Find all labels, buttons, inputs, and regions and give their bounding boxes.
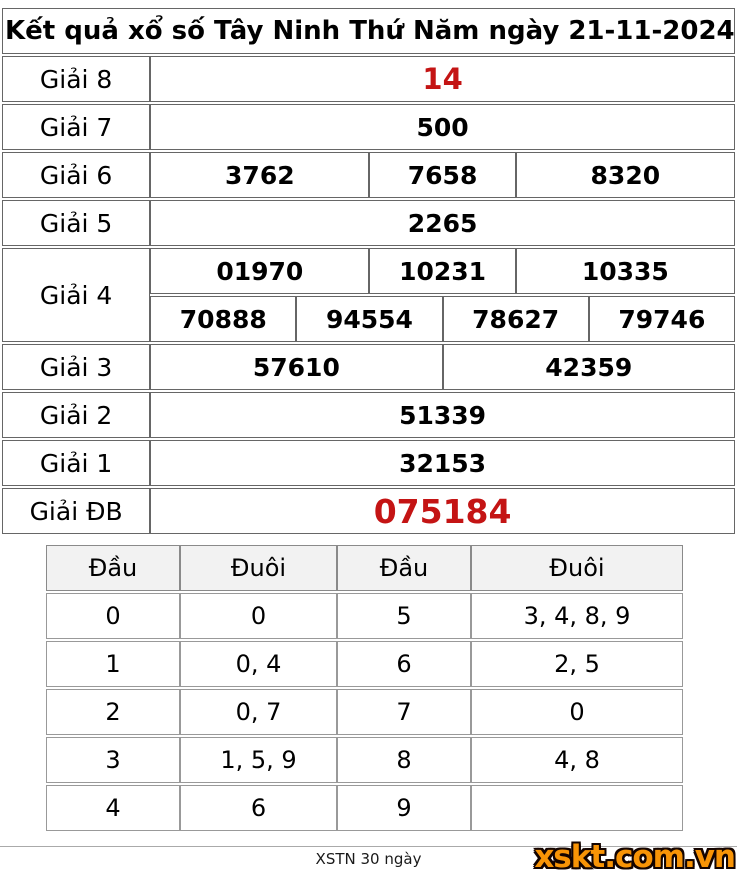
head-cell: 9 (337, 785, 471, 831)
prize-label-g1: Giải 1 (2, 440, 151, 486)
head-cell: 0 (46, 593, 180, 639)
prize-row-g2: Giải 2 51339 (2, 392, 735, 438)
prize-row-g7: Giải 7 500 (2, 104, 735, 150)
head-cell: 6 (337, 641, 471, 687)
head-cell: 1 (46, 641, 180, 687)
head-column-header: Đầu (337, 545, 471, 591)
tail-cell: 6 (180, 785, 337, 831)
prize-value-cell: 10335 (515, 248, 735, 294)
prize-row-g5: Giải 5 2265 (2, 200, 735, 246)
prize-row-g6: Giải 6 3762 7658 8320 (2, 152, 735, 198)
prize-label-g7: Giải 7 (2, 104, 151, 150)
head-tail-row: 1 0, 4 6 2, 5 (46, 641, 683, 687)
prize-row-g4a: Giải 4 01970 10231 10335 (2, 248, 735, 342)
prize-label-g3: Giải 3 (2, 344, 151, 390)
tail-column-header: Đuôi (471, 545, 683, 591)
prize-row-g8: Giải 8 14 (2, 56, 735, 102)
prize-label-g4: Giải 4 (2, 248, 151, 342)
head-cell: 7 (337, 689, 471, 735)
tail-cell: 3, 4, 8, 9 (471, 593, 683, 639)
head-cell: 4 (46, 785, 180, 831)
prize-value-g1: 32153 (150, 440, 735, 486)
head-cell: 5 (337, 593, 471, 639)
tail-cell: 4, 8 (471, 737, 683, 783)
prize-row-g3: Giải 3 57610 42359 (2, 344, 735, 390)
prize-value-g7: 500 (150, 104, 735, 150)
head-tail-header-row: Đầu Đuôi Đầu Đuôi (46, 545, 683, 591)
prize-label-g6: Giải 6 (2, 152, 151, 198)
prize-value-cell: 57610 (150, 344, 443, 390)
prize-value-cell: 70888 (150, 296, 297, 342)
prize-value-cell: 79746 (588, 296, 735, 342)
prize-label-g2: Giải 2 (2, 392, 151, 438)
prize-value-cell: 10231 (369, 248, 516, 294)
tail-cell: 0, 7 (180, 689, 337, 735)
prize-label-g5: Giải 5 (2, 200, 151, 246)
prize-label-gdb: Giải ĐB (2, 488, 151, 534)
prize-value-cell: 7658 (369, 152, 516, 198)
prize-value-cell: 94554 (296, 296, 443, 342)
stats-link[interactable]: XSTN 30 ngày (315, 850, 422, 868)
head-tail-row: 3 1, 5, 9 8 4, 8 (46, 737, 683, 783)
prize-label-g8: Giải 8 (2, 56, 151, 102)
prize-value-g5: 2265 (150, 200, 735, 246)
site-logo[interactable]: xskt.com.vn (534, 839, 736, 875)
tail-column-header: Đuôi (180, 545, 337, 591)
head-cell: 2 (46, 689, 180, 735)
head-cell: 8 (337, 737, 471, 783)
prize-table: Kết quả xổ số Tây Ninh Thứ Năm ngày 21-1… (2, 6, 735, 536)
prize-value-cell: 3762 (150, 152, 370, 198)
tail-cell (471, 785, 683, 831)
head-tail-table: Đầu Đuôi Đầu Đuôi 0 0 5 3, 4, 8, 9 1 0, … (46, 543, 683, 833)
prize-value-cell: 42359 (442, 344, 735, 390)
prize-value-gdb: 075184 (150, 488, 735, 534)
prize-value-g2: 51339 (150, 392, 735, 438)
head-column-header: Đầu (46, 545, 180, 591)
page-title: Kết quả xổ số Tây Ninh Thứ Năm ngày 21-1… (2, 8, 735, 54)
title-row: Kết quả xổ số Tây Ninh Thứ Năm ngày 21-1… (2, 8, 735, 54)
tail-cell: 1, 5, 9 (180, 737, 337, 783)
prize-value-cell: 8320 (515, 152, 735, 198)
head-tail-row: 4 6 9 (46, 785, 683, 831)
prize-row-gdb: Giải ĐB 075184 (2, 488, 735, 534)
prize-row-g4b: 70888 94554 78627 79746 (2, 296, 735, 342)
head-cell: 3 (46, 737, 180, 783)
prize-value-g8: 14 (150, 56, 735, 102)
tail-cell: 2, 5 (471, 641, 683, 687)
bottom-divider (0, 846, 737, 847)
tail-cell: 0, 4 (180, 641, 337, 687)
head-tail-row: 2 0, 7 7 0 (46, 689, 683, 735)
prize-value-cell: 01970 (150, 248, 370, 294)
tail-cell: 0 (471, 689, 683, 735)
prize-value-cell: 78627 (442, 296, 589, 342)
tail-cell: 0 (180, 593, 337, 639)
prize-row-g1: Giải 1 32153 (2, 440, 735, 486)
head-tail-row: 0 0 5 3, 4, 8, 9 (46, 593, 683, 639)
